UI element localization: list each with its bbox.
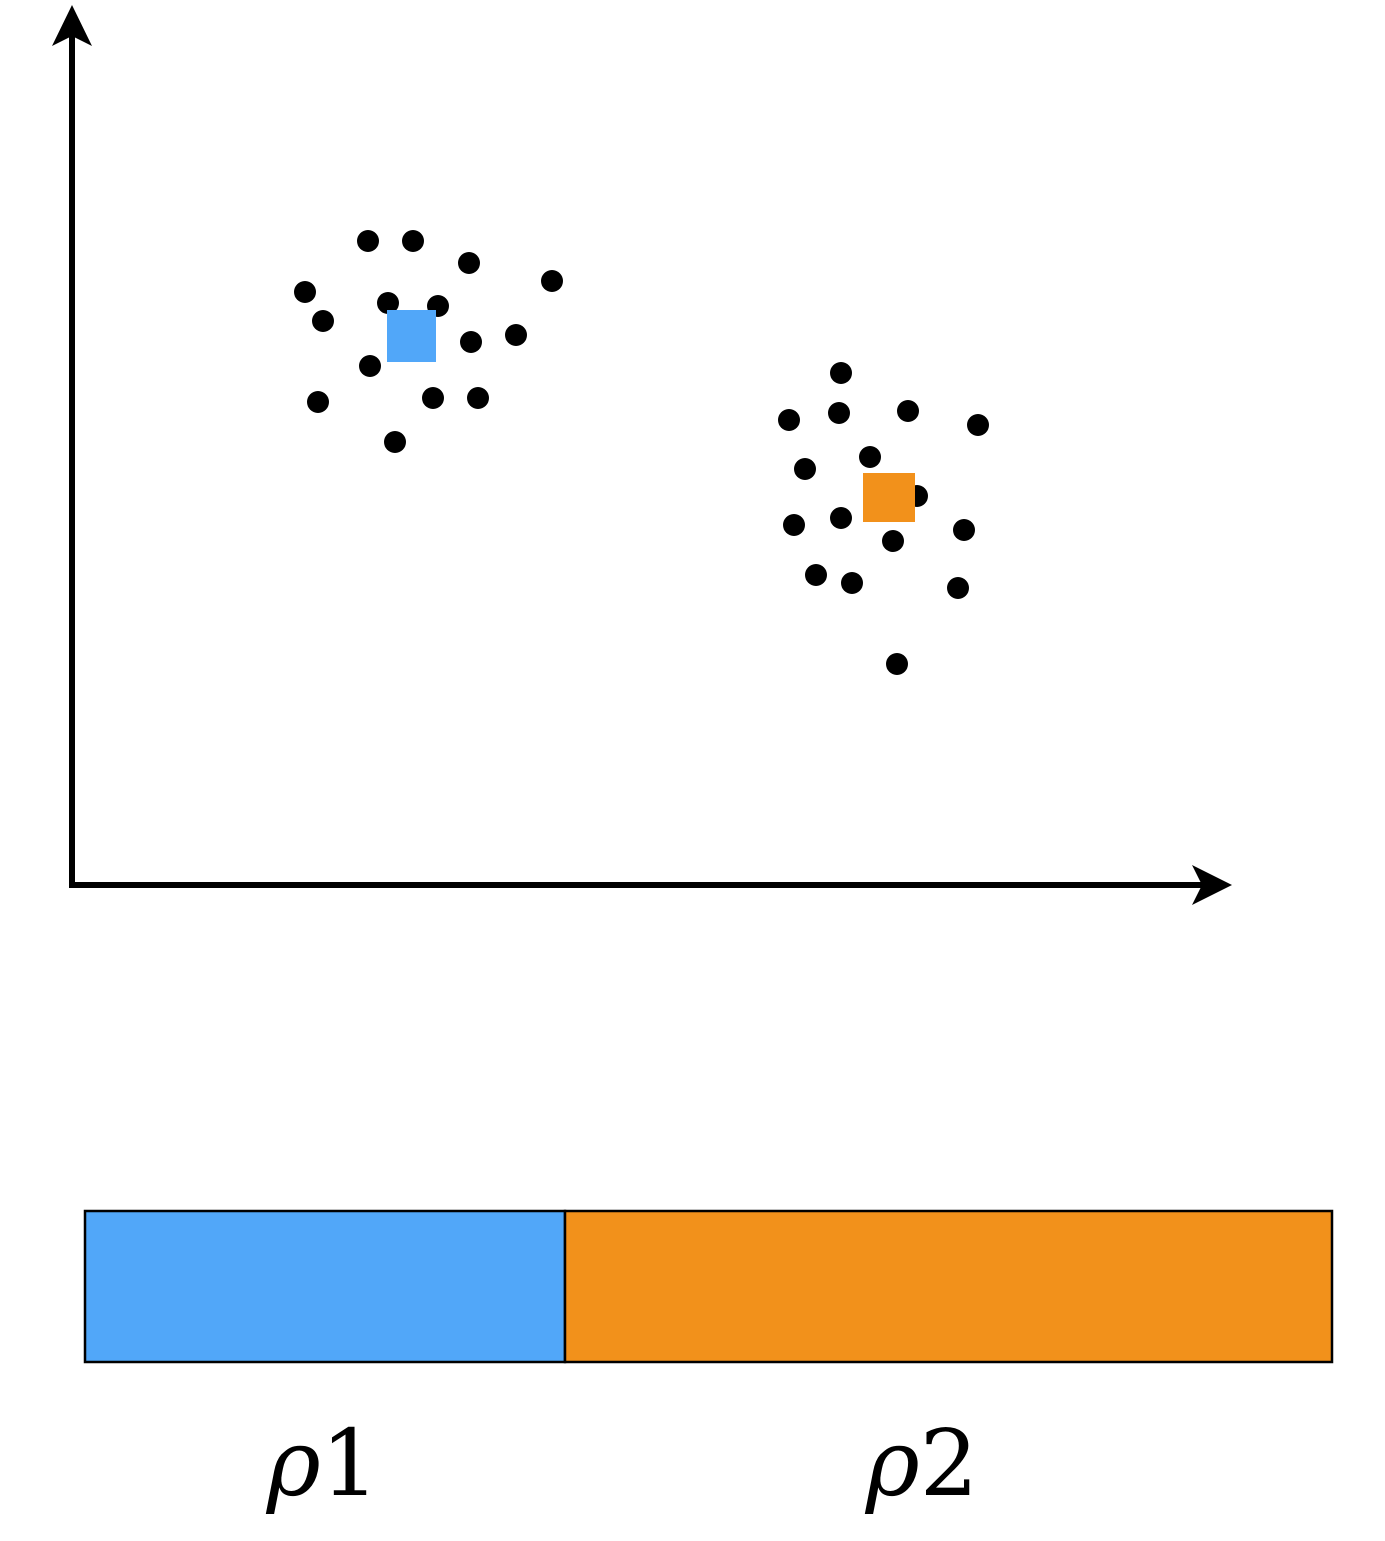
subscript: 1 bbox=[321, 1410, 380, 1517]
label-2: ρ2 bbox=[865, 1410, 979, 1517]
axes bbox=[52, 5, 1232, 905]
point bbox=[794, 458, 816, 480]
point bbox=[307, 391, 329, 413]
point bbox=[830, 507, 852, 529]
point bbox=[897, 400, 919, 422]
point bbox=[841, 572, 863, 594]
point bbox=[384, 431, 406, 453]
point bbox=[422, 387, 444, 409]
point bbox=[294, 281, 316, 303]
symbol: ρ bbox=[865, 1410, 920, 1517]
point bbox=[967, 414, 989, 436]
point bbox=[828, 402, 850, 424]
label-1: ρ1 bbox=[266, 1410, 380, 1517]
cluster-1-center bbox=[387, 310, 436, 362]
symbol: ρ bbox=[266, 1410, 321, 1517]
point bbox=[377, 292, 399, 314]
y-arrow bbox=[52, 5, 92, 46]
cluster-1-points bbox=[294, 230, 563, 453]
segment-1 bbox=[83, 1209, 567, 1364]
point bbox=[886, 653, 908, 675]
point bbox=[805, 564, 827, 586]
point bbox=[783, 514, 805, 536]
point bbox=[882, 530, 904, 552]
cluster-2-center bbox=[863, 473, 915, 522]
point bbox=[541, 270, 563, 292]
point bbox=[357, 230, 379, 252]
point bbox=[947, 577, 969, 599]
subscript: 2 bbox=[920, 1410, 979, 1517]
segment-2 bbox=[563, 1209, 1334, 1364]
point bbox=[312, 310, 334, 332]
point bbox=[830, 362, 852, 384]
proportion-bar bbox=[83, 1209, 1334, 1364]
point bbox=[953, 519, 975, 541]
cluster-2-points bbox=[778, 362, 989, 675]
point bbox=[359, 355, 381, 377]
point bbox=[859, 446, 881, 468]
point bbox=[467, 387, 489, 409]
point bbox=[460, 331, 482, 353]
point bbox=[458, 252, 480, 274]
point bbox=[778, 409, 800, 431]
point bbox=[505, 324, 527, 346]
point bbox=[402, 230, 424, 252]
x-arrow bbox=[1192, 865, 1232, 905]
